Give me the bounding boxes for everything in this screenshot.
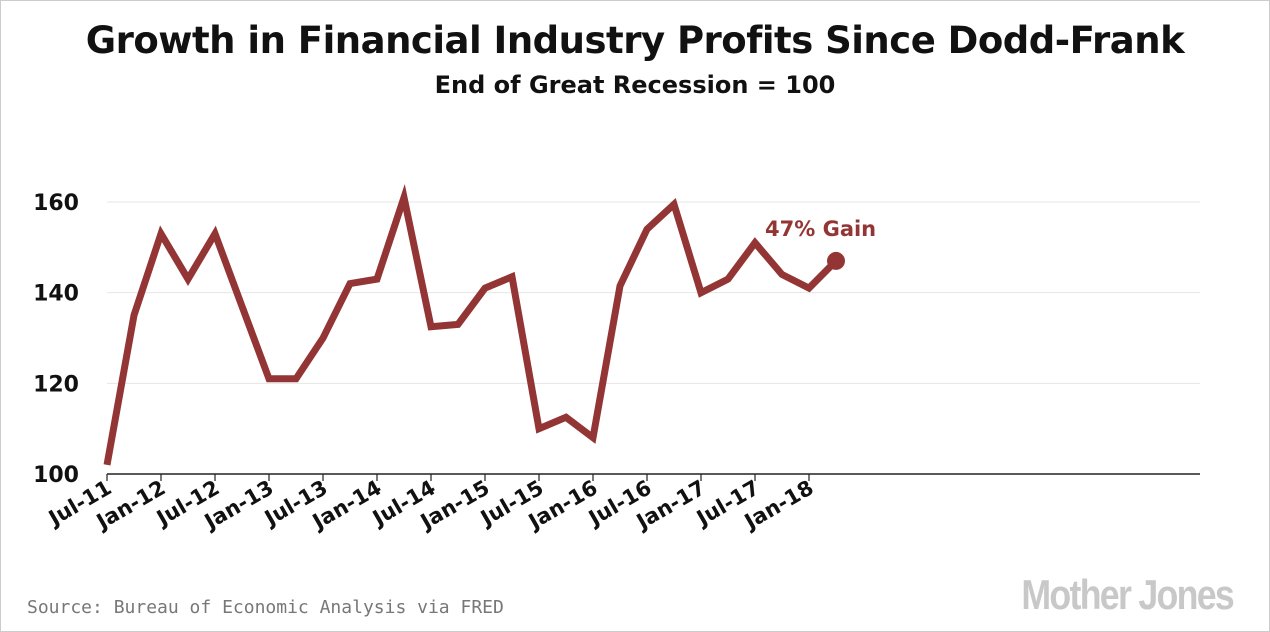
y-tick-label: 160 [33,191,79,216]
y-tick-label: 140 [33,282,79,307]
chart-subtitle: End of Great Recession = 100 [434,71,836,99]
gain-annotation: 47% Gain [765,217,876,241]
annotation-layer: 47% Gain [765,217,876,270]
x-axis-labels: Jul-11Jan-12Jul-12Jan-13Jul-13Jan-14Jul-… [43,476,818,535]
x-axis [106,473,1200,481]
endpoint-marker [827,251,845,270]
gridlines [107,201,1200,384]
source-note: Source: Bureau of Economic Analysis via … [27,597,504,618]
series-line-profits [103,184,839,466]
mother-jones-logo: Mother Jones [1021,571,1234,618]
y-tick-label: 100 [33,463,79,488]
y-tick-label: 120 [33,372,79,397]
series-layer [103,184,839,466]
chart-title: Growth in Financial Industry Profits Sin… [85,19,1185,62]
y-axis-labels: 100 120 140 160 [33,191,79,488]
